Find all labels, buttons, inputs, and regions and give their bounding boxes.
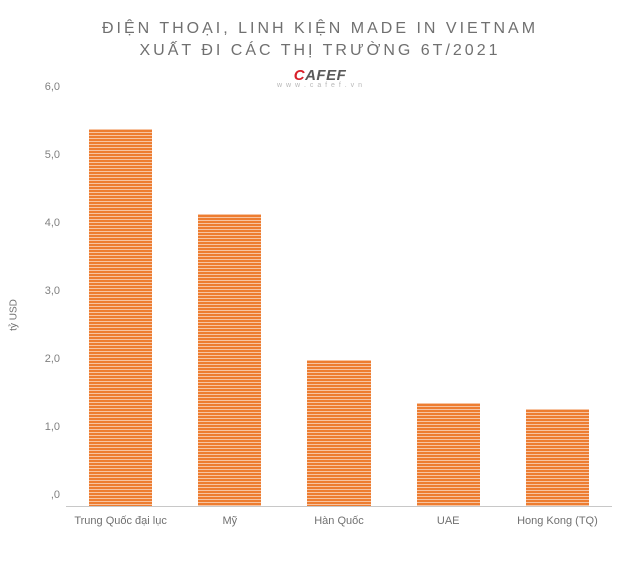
y-tick-label: 4,0 bbox=[28, 217, 60, 229]
y-tick-label: 1,0 bbox=[28, 421, 60, 433]
x-axis-label: Trung Quốc đại lục bbox=[66, 509, 175, 535]
title-line-1: ĐIỆN THOẠI, LINH KIỆN MADE IN VIETNAM bbox=[102, 20, 538, 37]
bar-slot bbox=[394, 99, 503, 506]
y-tick-label: 2,0 bbox=[28, 353, 60, 365]
bar bbox=[307, 360, 370, 506]
x-axis-label: Hàn Quốc bbox=[284, 509, 393, 535]
bar-slot bbox=[284, 99, 393, 506]
chart-container: ĐIỆN THOẠI, LINH KIỆN MADE IN VIETNAM XU… bbox=[0, 0, 640, 576]
bar-slot bbox=[503, 99, 612, 506]
chart-title: ĐIỆN THOẠI, LINH KIỆN MADE IN VIETNAM XU… bbox=[24, 18, 616, 63]
bar bbox=[89, 129, 152, 505]
title-line-2: XUẤT ĐI CÁC THỊ TRƯỜNG 6T/2021 bbox=[139, 42, 500, 59]
plot-area: tỷ USD ,01,02,03,04,05,06,0 Trung Quốc đ… bbox=[24, 95, 616, 535]
x-axis-label: Mỹ bbox=[175, 509, 284, 535]
x-axis-label: Hong Kong (TQ) bbox=[503, 509, 612, 535]
watermark-logo: CAFEF w w w . c a f e f . v n bbox=[24, 67, 616, 89]
bars-group bbox=[66, 99, 612, 507]
y-tick-label: 6,0 bbox=[28, 81, 60, 93]
x-labels-group: Trung Quốc đại lụcMỹHàn QuốcUAEHong Kong… bbox=[66, 509, 612, 535]
bar bbox=[526, 409, 589, 505]
y-tick-label: ,0 bbox=[28, 489, 60, 501]
bar bbox=[198, 214, 261, 506]
plot-inner: ,01,02,03,04,05,06,0 bbox=[66, 99, 612, 507]
bar-slot bbox=[66, 99, 175, 506]
bar bbox=[417, 403, 480, 506]
logo-subtext: w w w . c a f e f . v n bbox=[24, 82, 616, 89]
bar-slot bbox=[175, 99, 284, 506]
y-tick-label: 3,0 bbox=[28, 285, 60, 297]
y-axis-label: tỷ USD bbox=[9, 299, 20, 331]
y-tick-label: 5,0 bbox=[28, 149, 60, 161]
x-axis-label: UAE bbox=[394, 509, 503, 535]
